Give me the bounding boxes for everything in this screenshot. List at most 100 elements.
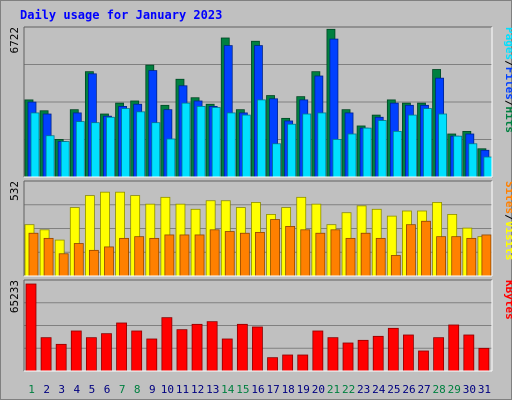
bar-pages-2	[45, 135, 55, 178]
bar-pages-31	[483, 156, 493, 178]
legend-pages: Pages	[503, 27, 512, 60]
bar-pages-8	[136, 111, 146, 178]
bar-pages-13	[211, 107, 221, 178]
bar-sites-10	[164, 234, 175, 277]
bar-sites-9	[149, 237, 160, 277]
bar-sites-23	[360, 232, 371, 277]
bar-sites-5	[88, 249, 99, 277]
bar-kbytes-4	[70, 330, 82, 372]
bar-kbytes-31	[478, 347, 490, 372]
bar-kbytes-2	[40, 337, 52, 372]
day-label-5: 5	[89, 383, 96, 396]
bar-pages-21	[332, 139, 342, 178]
bar-kbytes-3	[55, 343, 67, 372]
day-label-11: 11	[176, 383, 189, 396]
bar-sites-27	[421, 220, 431, 277]
legend-label: Pages/Files/Hits	[503, 27, 512, 133]
legend-separator: /	[503, 60, 512, 67]
day-label-18: 18	[282, 383, 295, 396]
bar-kbytes-12	[191, 323, 203, 372]
bar-pages-1	[30, 112, 40, 178]
bar-kbytes-30	[463, 334, 475, 372]
bar-pages-16	[257, 99, 266, 178]
day-label-23: 23	[357, 383, 370, 396]
bar-kbytes-5	[85, 337, 97, 372]
bar-sites-20	[315, 232, 326, 277]
bar-kbytes-9	[146, 338, 158, 372]
bar-pages-18	[287, 123, 297, 178]
bar-sites-8	[134, 236, 145, 277]
bar-kbytes-16	[252, 326, 263, 372]
bar-pages-11	[181, 102, 191, 178]
bar-kbytes-21	[327, 337, 339, 372]
bar-pages-4	[75, 121, 85, 178]
bar-kbytes-13	[206, 321, 218, 372]
ymax-label: 532	[8, 181, 21, 201]
day-label-27: 27	[417, 383, 430, 396]
day-label-22: 22	[342, 383, 355, 396]
bar-sites-21	[330, 229, 341, 277]
bar-sites-16	[255, 231, 265, 277]
bar-kbytes-20	[312, 330, 324, 372]
bar-pages-20	[317, 112, 327, 178]
day-label-2: 2	[43, 383, 50, 396]
bar-sites-30	[466, 237, 477, 277]
bar-kbytes-7	[116, 322, 127, 372]
bar-pages-24	[377, 120, 387, 178]
bar-sites-1	[28, 232, 39, 277]
bar-kbytes-29	[448, 324, 460, 372]
bar-pages-27	[423, 108, 432, 178]
day-label-13: 13	[206, 383, 219, 396]
legend-sites: Sites	[503, 181, 512, 214]
bar-sites-25	[390, 255, 401, 277]
bar-sites-24	[375, 237, 386, 277]
bar-pages-10	[166, 138, 176, 178]
bar-sites-26	[406, 224, 416, 277]
day-label-10: 10	[161, 383, 174, 396]
day-label-3: 3	[58, 383, 65, 396]
legend-separator: /	[503, 100, 512, 107]
bar-kbytes-6	[101, 333, 112, 372]
bar-sites-3	[58, 253, 69, 277]
day-label-15: 15	[236, 383, 249, 396]
bar-pages-14	[226, 112, 236, 178]
legend-hits: Hits	[503, 107, 512, 134]
day-label-21: 21	[327, 383, 340, 396]
bar-pages-15	[241, 114, 251, 178]
bar-sites-4	[73, 243, 84, 277]
bar-sites-7	[119, 237, 129, 277]
bar-pages-7	[121, 108, 130, 178]
bar-kbytes-19	[297, 354, 309, 372]
bar-kbytes-23	[357, 339, 369, 372]
day-label-4: 4	[74, 383, 81, 396]
bar-kbytes-25	[387, 327, 399, 372]
bar-sites-12	[194, 234, 205, 277]
bar-sites-6	[104, 246, 114, 277]
bar-pages-9	[151, 122, 161, 178]
bar-sites-18	[285, 225, 296, 277]
legend-separator: /	[503, 214, 512, 221]
day-label-14: 14	[221, 383, 235, 396]
legend-label: KBytes	[503, 280, 512, 320]
day-label-16: 16	[251, 383, 264, 396]
day-label-24: 24	[372, 383, 386, 396]
day-label-28: 28	[433, 383, 446, 396]
bar-pages-22	[347, 133, 357, 178]
bar-kbytes-8	[131, 330, 143, 372]
day-label-30: 30	[463, 383, 476, 396]
day-label-9: 9	[149, 383, 156, 396]
day-label-31: 31	[478, 383, 491, 396]
bar-kbytes-28	[433, 337, 445, 372]
bar-pages-26	[408, 114, 417, 178]
ymax-label: 65233	[8, 280, 21, 313]
bar-kbytes-24	[372, 335, 384, 372]
day-label-7: 7	[119, 383, 126, 396]
bar-pages-19	[302, 113, 312, 178]
bar-pages-6	[106, 116, 115, 178]
chart-title: Daily usage for January 2023	[20, 8, 223, 22]
day-label-20: 20	[312, 383, 325, 396]
bar-sites-28	[436, 236, 447, 277]
day-label-1: 1	[28, 383, 35, 396]
bar-pages-23	[362, 127, 372, 178]
